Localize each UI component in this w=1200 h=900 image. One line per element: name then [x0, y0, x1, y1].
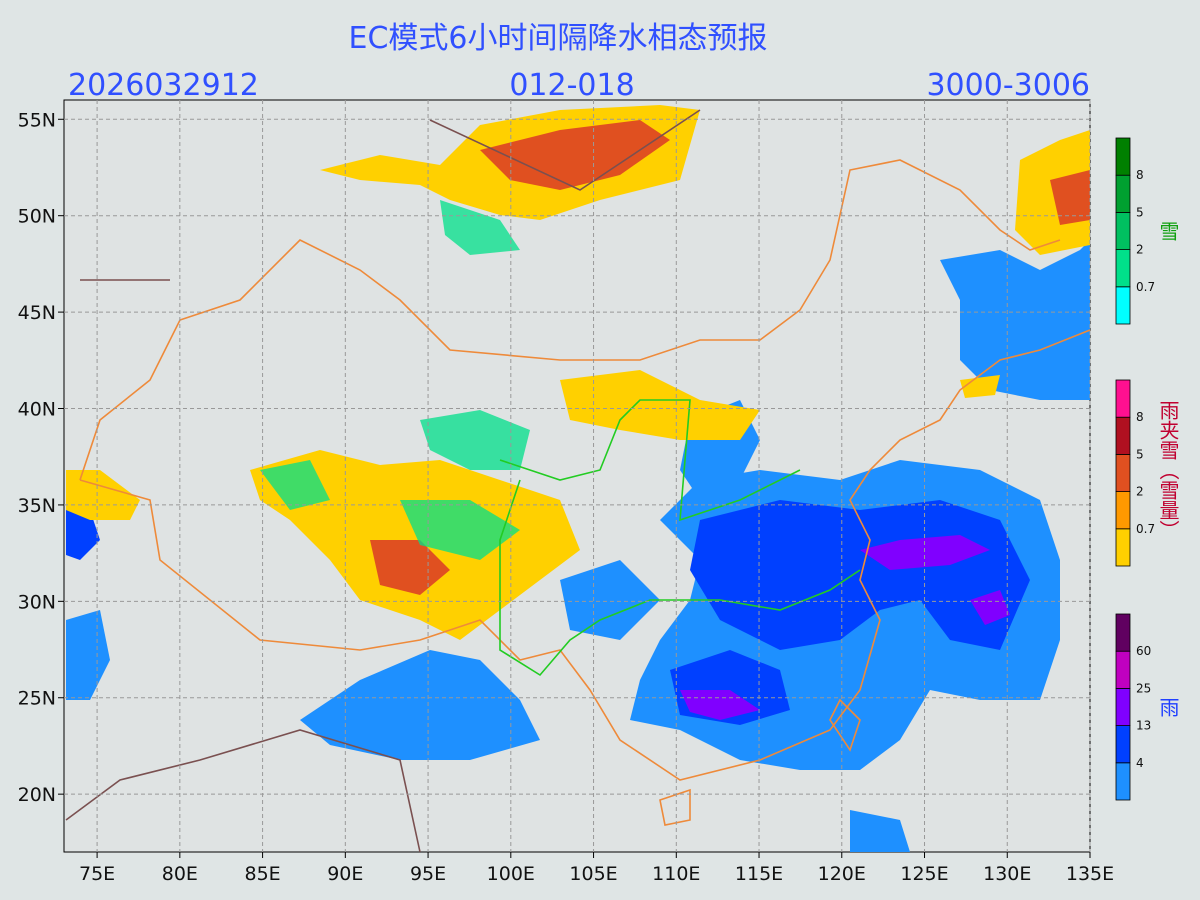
lon-tick-label: 85E	[244, 863, 280, 885]
legend-swatch	[1115, 725, 1131, 764]
lon-tick-label: 135E	[1066, 863, 1114, 885]
boundaries	[65, 109, 1091, 853]
lat-tick-label: 20N	[18, 784, 56, 806]
lon-tick-label: 90E	[327, 863, 363, 885]
lat-tick-label: 30N	[18, 591, 56, 613]
legend-swatch	[1115, 688, 1131, 727]
legend-swatch	[1115, 453, 1131, 492]
map-area	[58, 99, 1091, 858]
legend-swatch	[1115, 650, 1131, 689]
legend-tick-label: 13	[1136, 719, 1151, 733]
lon-tick-label: 100E	[487, 863, 535, 885]
legend-swatch	[1115, 174, 1131, 213]
legend-title: 雪	[1156, 221, 1180, 241]
legend-tick-label: 5	[1136, 447, 1144, 461]
lat-tick-label: 45N	[18, 302, 56, 324]
legend-swatch	[1115, 286, 1131, 325]
precip-snow	[260, 200, 530, 560]
forecast-hours: 012-018	[509, 68, 634, 103]
legend-tick-label: 8	[1136, 410, 1144, 424]
legend-swatch	[1115, 613, 1131, 652]
lon-tick-label: 120E	[818, 863, 866, 885]
lon-tick-label: 125E	[900, 863, 948, 885]
legend-swatch	[1115, 379, 1131, 418]
lon-tick-label: 115E	[735, 863, 783, 885]
legend-tick-label: 5	[1136, 205, 1144, 219]
lat-tick-label: 55N	[18, 109, 56, 131]
lon-tick-label: 130E	[983, 863, 1031, 885]
graticule	[58, 100, 1091, 858]
legend-swatch	[1115, 211, 1131, 250]
legend-tick-label: 2	[1136, 485, 1144, 499]
lat-tick-label: 25N	[18, 688, 56, 710]
lon-tick-label: 105E	[569, 863, 617, 885]
lon-tick-label: 80E	[162, 863, 198, 885]
legend-tick-label: 60	[1136, 644, 1151, 658]
lat-tick-label: 50N	[18, 206, 56, 228]
legend-title: 雨夹雪（雪量）	[1156, 400, 1180, 540]
lat-tick-label: 40N	[18, 399, 56, 421]
legend-swatch	[1115, 137, 1131, 176]
legend-swatch	[1115, 491, 1131, 530]
legend-tick-label: 0.7	[1136, 522, 1155, 536]
precip-sleet	[66, 105, 1090, 640]
title: EC模式6小时间隔降水相态预报	[349, 21, 768, 56]
lon-tick-label: 75E	[79, 863, 115, 885]
lon-tick-label: 110E	[652, 863, 700, 885]
legend-tick-label: 8	[1136, 168, 1144, 182]
lat-tick-label: 35N	[18, 495, 56, 517]
legend-swatch	[1115, 528, 1131, 567]
legend-tick-label: 25	[1136, 681, 1151, 695]
legend-swatch	[1115, 249, 1131, 288]
code: 3000-3006	[926, 68, 1090, 103]
legend-tick-label: 4	[1136, 756, 1144, 770]
lon-tick-label: 95E	[410, 863, 446, 885]
legend-swatch	[1115, 416, 1131, 455]
init-time: 2026032912	[68, 68, 259, 103]
legend-tick-label: 2	[1136, 243, 1144, 257]
legend-swatch	[1115, 762, 1131, 801]
legend-tick-label: 0.7	[1136, 280, 1155, 294]
legend-title: 雨	[1156, 697, 1180, 717]
